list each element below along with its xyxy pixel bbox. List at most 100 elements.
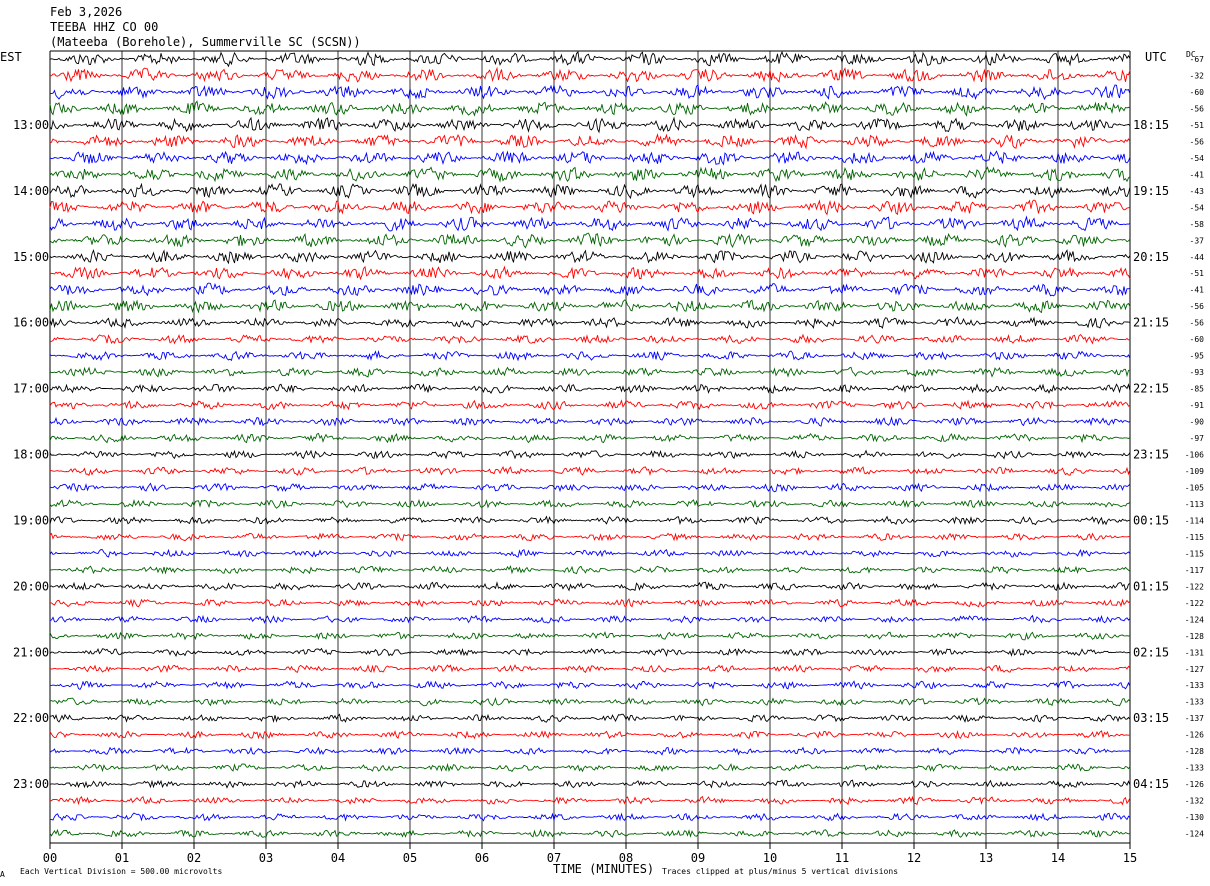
trace-line bbox=[49, 581, 1131, 592]
trace-line bbox=[49, 282, 1131, 297]
trace-line bbox=[49, 432, 1131, 444]
trace-line bbox=[49, 614, 1131, 624]
utc-hour-label: 04:15 bbox=[1133, 777, 1169, 791]
trace-line bbox=[49, 697, 1131, 707]
dc-offset-label: -58 bbox=[1190, 220, 1205, 229]
utc-hour-label: 19:15 bbox=[1133, 184, 1169, 198]
x-tick-label: 09 bbox=[691, 851, 705, 865]
dc-offset-label: -113 bbox=[1185, 500, 1204, 509]
dc-offset-label: -124 bbox=[1185, 615, 1204, 624]
est-hour-label: 16:00 bbox=[13, 316, 49, 330]
dc-offset-label: -126 bbox=[1185, 780, 1204, 789]
trace-line bbox=[49, 548, 1131, 558]
est-hour-label: 22:00 bbox=[13, 711, 49, 725]
x-tick-label: 14 bbox=[1051, 851, 1065, 865]
dc-offset-label: -137 bbox=[1185, 714, 1204, 723]
trace-line bbox=[49, 133, 1131, 150]
trace-line bbox=[50, 812, 1131, 822]
trace-line bbox=[49, 647, 1131, 658]
dc-offset-label: -95 bbox=[1190, 352, 1205, 361]
dc-offset-label: -60 bbox=[1190, 335, 1205, 344]
dc-offset-label: -117 bbox=[1185, 566, 1204, 575]
trace-line bbox=[49, 66, 1131, 83]
trace-line bbox=[49, 366, 1131, 378]
utc-hour-label: 20:15 bbox=[1133, 250, 1169, 264]
utc-hour-label: 18:15 bbox=[1133, 118, 1169, 132]
dc-offset-label: -85 bbox=[1190, 385, 1205, 394]
trace-line bbox=[49, 482, 1131, 493]
dc-offset-label: -109 bbox=[1185, 467, 1204, 476]
trace-line bbox=[49, 182, 1131, 200]
dc-offset-label: -41 bbox=[1190, 170, 1205, 179]
trace-line bbox=[49, 248, 1131, 265]
x-tick-label: 01 bbox=[115, 851, 129, 865]
x-tick-label: 08 bbox=[619, 851, 633, 865]
header-location: (Mateeba (Borehole), Summerville SC (SCS… bbox=[50, 35, 361, 49]
left-timezone-label: EST bbox=[0, 50, 22, 64]
x-tick-label: 15 bbox=[1123, 851, 1137, 865]
est-hour-label: 15:00 bbox=[13, 250, 49, 264]
est-hour-label: 21:00 bbox=[13, 645, 49, 659]
trace-line bbox=[49, 333, 1131, 345]
dc-offset-label: -122 bbox=[1185, 582, 1204, 591]
trace-line bbox=[49, 762, 1131, 773]
x-tick-label: 02 bbox=[187, 851, 201, 865]
est-hour-label: 20:00 bbox=[13, 579, 49, 593]
dc-offset-label: -126 bbox=[1185, 731, 1204, 740]
dc-offset-label: -41 bbox=[1190, 286, 1205, 295]
dc-offset-label: -124 bbox=[1185, 830, 1204, 839]
dc-offset-label: -114 bbox=[1185, 516, 1204, 525]
trace-line bbox=[49, 564, 1131, 575]
dc-offset-label: -97 bbox=[1190, 434, 1205, 443]
est-hour-label: 23:00 bbox=[13, 777, 49, 791]
trace-line bbox=[49, 150, 1131, 166]
dc-offset-label: -32 bbox=[1190, 71, 1205, 80]
trace-line bbox=[49, 84, 1131, 101]
est-hour-label: 18:00 bbox=[13, 448, 49, 462]
trace-line bbox=[49, 713, 1131, 723]
dc-offset-label: -105 bbox=[1185, 483, 1204, 492]
x-tick-label: 05 bbox=[403, 851, 417, 865]
trace-line bbox=[49, 498, 1131, 509]
utc-hour-label: 01:15 bbox=[1133, 579, 1169, 593]
utc-hour-label: 21:15 bbox=[1133, 316, 1169, 330]
est-hour-label: 13:00 bbox=[13, 118, 49, 132]
dc-offset-label: -133 bbox=[1185, 681, 1204, 690]
header-station: TEEBA HHZ CO 00 bbox=[50, 20, 158, 34]
scale-note: Each Vertical Division = 500.00 microvol… bbox=[20, 867, 222, 876]
trace-line bbox=[49, 746, 1131, 756]
trace-line bbox=[49, 299, 1131, 314]
x-tick-label: 10 bbox=[763, 851, 777, 865]
dc-offset-label: -60 bbox=[1190, 88, 1205, 97]
x-tick-label: 04 bbox=[331, 851, 345, 865]
dc-offset-label: -43 bbox=[1190, 187, 1205, 196]
trace-line bbox=[49, 100, 1131, 117]
trace-line bbox=[49, 215, 1131, 232]
utc-hour-labels: 18:15 19:15 20:15 21:15 22:15 23:15 00:15 01:15… bbox=[1133, 118, 1169, 791]
dc-offset-label: -127 bbox=[1185, 665, 1204, 674]
dc-offset-label: -56 bbox=[1190, 104, 1205, 113]
x-axis-title: TIME (MINUTES) bbox=[553, 862, 654, 876]
x-tick-label: 07 bbox=[547, 851, 561, 865]
x-axis-ticks: 00 01 02 03 04 05 06 07 08 09 10 11 12 13 14 15 bbox=[43, 843, 1137, 865]
dc-offset-label: -122 bbox=[1185, 599, 1204, 608]
dc-offset-label: -56 bbox=[1190, 319, 1205, 328]
trace-line bbox=[49, 779, 1131, 789]
trace-line bbox=[49, 532, 1131, 542]
utc-hour-label: 03:15 bbox=[1133, 711, 1169, 725]
dc-offset-label: -132 bbox=[1185, 797, 1204, 806]
x-tick-label: 13 bbox=[979, 851, 993, 865]
utc-hour-label: 00:15 bbox=[1133, 513, 1169, 527]
x-tick-label: 03 bbox=[259, 851, 273, 865]
dc-column-label: DC bbox=[1186, 50, 1196, 59]
dc-offset-label: -56 bbox=[1190, 302, 1205, 311]
trace-line bbox=[49, 515, 1131, 526]
dc-offset-label: -54 bbox=[1190, 203, 1205, 212]
dc-offset-label: -51 bbox=[1190, 269, 1205, 278]
dc-offset-label: -37 bbox=[1190, 236, 1205, 245]
dc-offset-label: -51 bbox=[1190, 121, 1205, 130]
right-timezone-label: UTC bbox=[1145, 50, 1167, 64]
utc-hour-label: 02:15 bbox=[1133, 645, 1169, 659]
x-tick-label: 00 bbox=[43, 851, 57, 865]
dc-offset-label: -128 bbox=[1185, 747, 1204, 756]
